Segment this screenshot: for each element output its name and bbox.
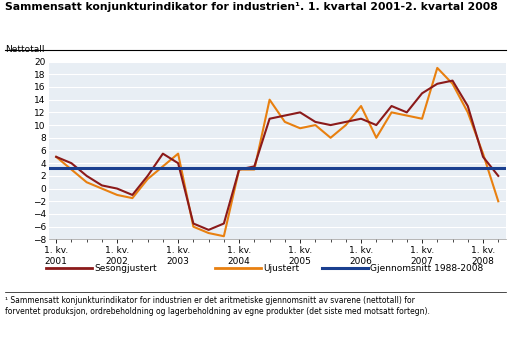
Text: Ujustert: Ujustert [263,264,299,273]
Text: Gjennomsnitt 1988-2008: Gjennomsnitt 1988-2008 [370,264,484,273]
Text: Sesongjustert: Sesongjustert [95,264,157,273]
Text: Sammensatt konjunkturindikator for industrien¹. 1. kvartal 2001-2. kvartal 2008: Sammensatt konjunkturindikator for indus… [5,2,498,12]
Text: ¹ Sammensatt konjunkturindikator for industrien er det aritmetiske gjennomsnitt : ¹ Sammensatt konjunkturindikator for ind… [5,296,430,316]
Text: Nettotall: Nettotall [5,45,44,54]
